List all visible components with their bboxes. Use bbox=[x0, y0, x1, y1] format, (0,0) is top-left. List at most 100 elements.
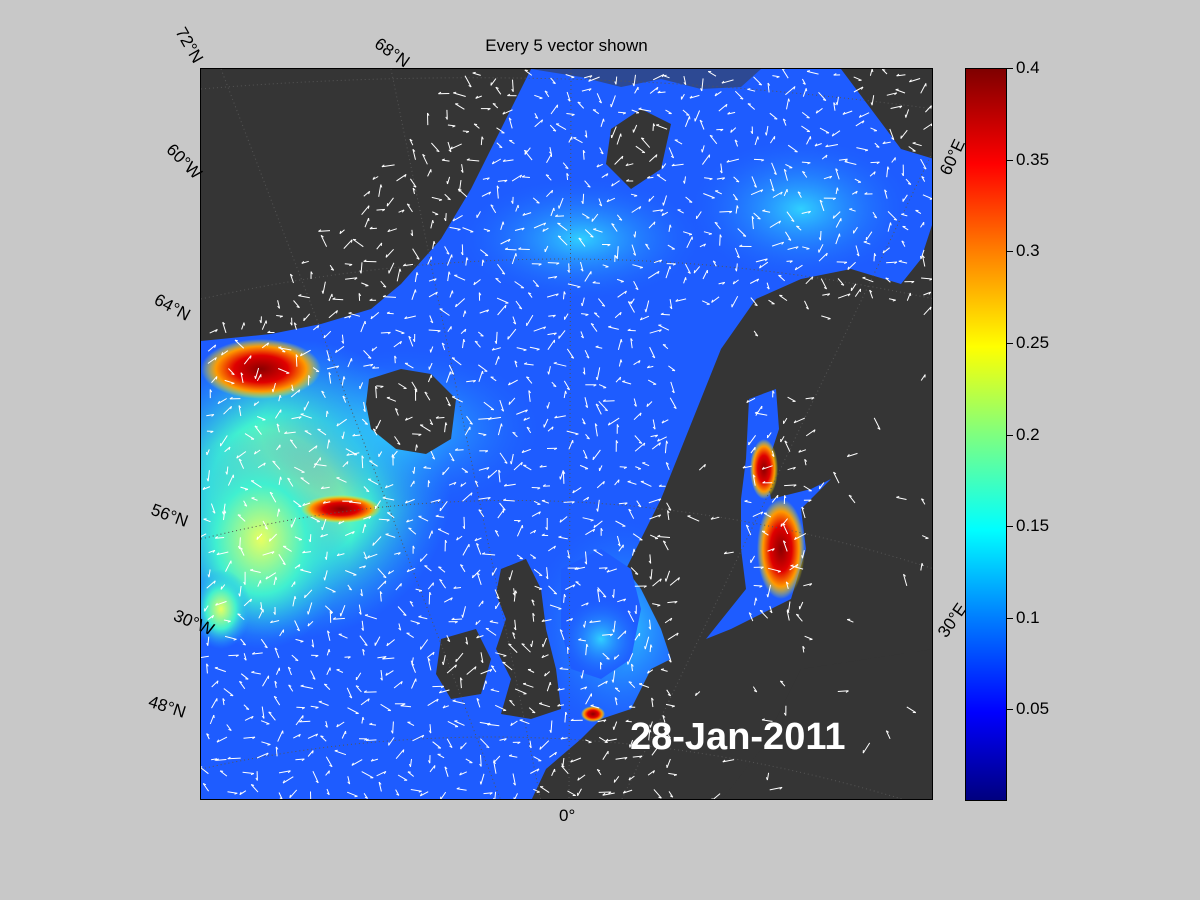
current-vector-head bbox=[605, 738, 609, 742]
current-vector bbox=[855, 245, 860, 257]
current-vector-head bbox=[370, 315, 373, 320]
current-vector bbox=[718, 103, 728, 112]
current-vector-head bbox=[450, 146, 453, 150]
current-vector-head bbox=[463, 339, 466, 343]
current-vector bbox=[781, 69, 789, 79]
current-vector bbox=[783, 169, 788, 181]
current-vector-head bbox=[580, 675, 583, 679]
current-vector-head bbox=[475, 621, 478, 625]
current-vector-head bbox=[466, 158, 470, 161]
current-vector-head bbox=[244, 504, 248, 507]
current-vector-head bbox=[342, 395, 346, 399]
current-vector-head bbox=[212, 549, 216, 553]
current-vector-head bbox=[372, 542, 375, 546]
current-vector-head bbox=[437, 330, 441, 333]
current-vector bbox=[581, 213, 590, 219]
current-vector-head bbox=[327, 630, 330, 634]
current-vector-head bbox=[515, 590, 518, 594]
current-vector-head bbox=[570, 356, 574, 359]
current-vector bbox=[250, 569, 261, 573]
current-vector bbox=[412, 149, 416, 160]
current-vector-head bbox=[492, 103, 496, 105]
current-vector-head bbox=[539, 97, 543, 100]
current-vector bbox=[750, 297, 758, 307]
current-vector-head bbox=[369, 226, 373, 230]
current-vector bbox=[341, 334, 344, 344]
current-vector bbox=[615, 520, 626, 527]
current-vector bbox=[769, 605, 773, 614]
current-vector-head bbox=[298, 564, 301, 568]
current-vector-head bbox=[515, 253, 517, 257]
current-vector-head bbox=[427, 112, 430, 116]
current-vector-head bbox=[511, 200, 514, 204]
current-vector-head bbox=[646, 403, 649, 407]
current-vector-head bbox=[507, 382, 511, 386]
current-vector bbox=[651, 745, 660, 756]
current-vector bbox=[515, 300, 523, 310]
current-vector bbox=[446, 664, 457, 674]
current-vector-head bbox=[651, 697, 654, 701]
current-vector bbox=[345, 570, 357, 576]
current-vector-head bbox=[430, 320, 434, 324]
current-vector-head bbox=[586, 496, 590, 501]
current-vector-head bbox=[675, 299, 679, 302]
current-vector bbox=[665, 266, 671, 279]
current-vector bbox=[884, 189, 888, 199]
current-vector-head bbox=[488, 191, 492, 195]
current-vector-head bbox=[446, 180, 448, 185]
current-vector-head bbox=[663, 74, 667, 77]
current-vector-head bbox=[594, 423, 598, 427]
current-vector bbox=[719, 210, 733, 213]
current-vector bbox=[819, 199, 825, 212]
current-vector-head bbox=[541, 119, 544, 123]
current-vector-head bbox=[486, 177, 490, 181]
current-vector bbox=[559, 470, 564, 480]
current-vector-head bbox=[522, 212, 526, 216]
current-vector-head bbox=[476, 698, 480, 701]
label-48n: 48°N bbox=[146, 692, 189, 722]
current-vector-head bbox=[238, 405, 242, 409]
current-vector bbox=[603, 400, 615, 402]
current-vector-head bbox=[403, 614, 407, 616]
current-vector bbox=[275, 746, 278, 757]
current-vector bbox=[486, 723, 500, 727]
current-vector-head bbox=[383, 285, 387, 288]
current-vector-head bbox=[612, 629, 615, 633]
current-vector-head bbox=[206, 663, 209, 667]
current-vector bbox=[701, 154, 711, 165]
current-vector bbox=[243, 704, 250, 710]
current-vector bbox=[481, 191, 491, 197]
current-vector-head bbox=[456, 537, 459, 541]
current-vector-head bbox=[764, 258, 768, 262]
current-vector bbox=[898, 260, 908, 264]
current-vector-head bbox=[328, 770, 330, 774]
current-vector bbox=[211, 680, 219, 688]
current-vector bbox=[302, 551, 312, 554]
current-vector-head bbox=[264, 527, 268, 530]
current-vector-head bbox=[324, 556, 327, 560]
current-vector-head bbox=[509, 699, 513, 702]
current-vector-head bbox=[734, 268, 737, 272]
current-vector-head bbox=[758, 83, 762, 86]
current-vector bbox=[244, 715, 254, 721]
current-vector bbox=[461, 244, 464, 256]
current-vector-head bbox=[469, 422, 473, 425]
current-vector bbox=[378, 184, 382, 197]
current-vector-head bbox=[355, 685, 359, 688]
current-vector bbox=[369, 460, 378, 467]
current-vector bbox=[614, 479, 620, 486]
current-vector-head bbox=[835, 168, 839, 171]
current-vector-head bbox=[253, 402, 256, 406]
current-vector-head bbox=[424, 391, 428, 394]
current-vector bbox=[310, 705, 319, 708]
current-vector bbox=[755, 258, 768, 263]
current-vector bbox=[618, 502, 628, 505]
current-vector-head bbox=[662, 202, 664, 206]
current-vector bbox=[460, 328, 467, 335]
current-vector bbox=[645, 243, 650, 250]
current-vector bbox=[836, 96, 839, 106]
current-vector-head bbox=[476, 543, 480, 546]
current-vector-head bbox=[638, 441, 643, 444]
current-vector bbox=[496, 142, 503, 148]
current-vector-head bbox=[835, 102, 838, 106]
